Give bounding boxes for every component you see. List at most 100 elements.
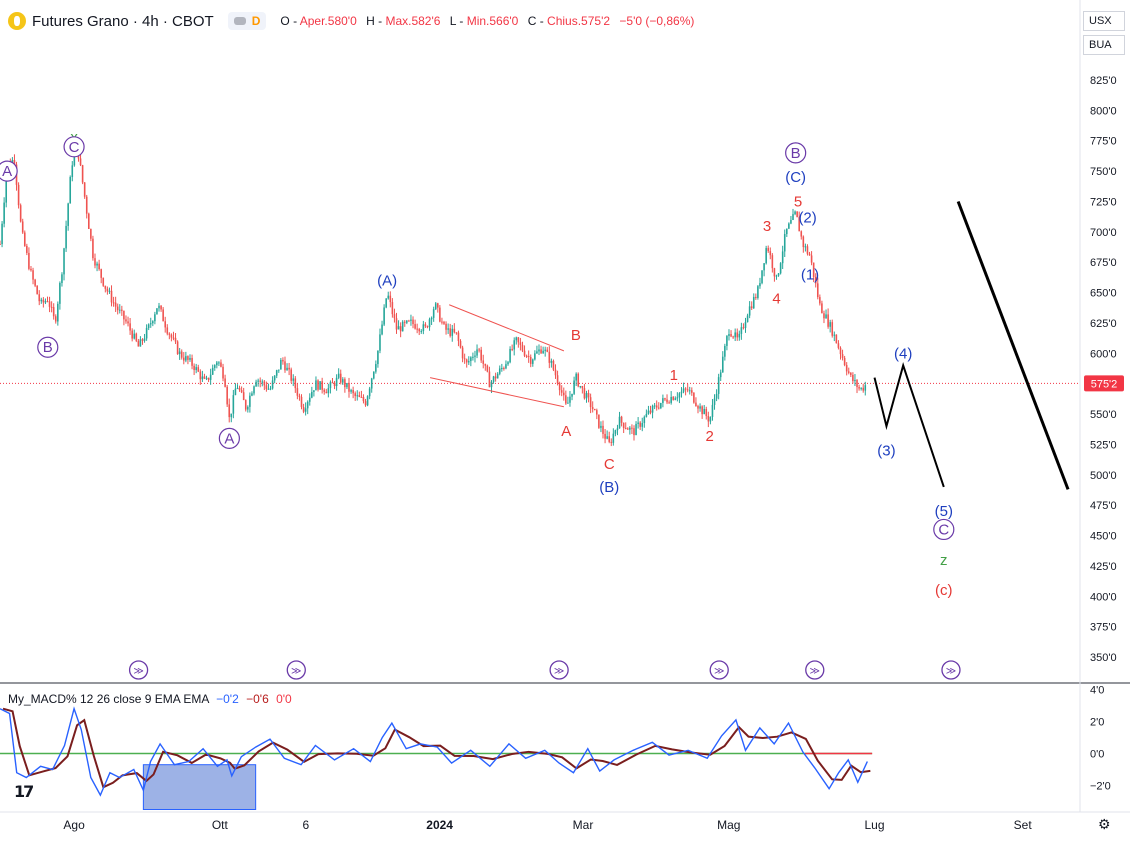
y-tick-label: 450'0: [1090, 531, 1117, 543]
x-tick-label: 6: [302, 818, 309, 832]
candle-body: [395, 318, 398, 330]
candle-body: [451, 328, 454, 336]
wave-label: B: [43, 339, 53, 356]
candle-body: [104, 285, 107, 289]
candle-body: [806, 246, 809, 254]
candle-body: [736, 332, 739, 338]
high-label: H -: [366, 14, 383, 28]
candle-body: [251, 393, 253, 396]
y-tick-label: 425'0: [1090, 561, 1117, 573]
candle-body: [65, 225, 67, 249]
candle-body: [428, 319, 431, 328]
candle-body: [372, 371, 375, 379]
candle-body: [752, 296, 755, 309]
data-status-pill[interactable]: D: [227, 12, 267, 30]
x-tick-label: Mag: [717, 818, 740, 832]
candle-body: [110, 290, 113, 303]
candle-body: [562, 392, 565, 396]
candle-body: [352, 390, 354, 394]
candle-body: [540, 349, 542, 354]
candle-body: [509, 348, 511, 363]
event-marker-glyph: ≫: [291, 666, 301, 677]
candle-body: [482, 360, 485, 364]
candle-body: [348, 382, 350, 392]
tradingview-logo[interactable]: 17: [14, 782, 34, 801]
currency-button[interactable]: USX: [1083, 11, 1125, 31]
candle-body: [856, 380, 858, 388]
candle-body: [133, 333, 136, 339]
candle-body: [616, 428, 619, 431]
candle-body: [216, 362, 218, 366]
y-tick-label: 600'0: [1090, 348, 1117, 360]
candle-body: [315, 380, 317, 391]
candle-body: [750, 306, 753, 309]
candle-body: [585, 393, 588, 399]
candle-body: [69, 177, 72, 204]
candle-body: [860, 387, 862, 389]
candle-body: [829, 322, 831, 327]
candle-body: [401, 321, 404, 332]
candle-body: [253, 386, 255, 394]
candle-body: [127, 321, 129, 324]
candle-body: [651, 405, 654, 413]
candle-body: [73, 149, 76, 166]
candle-body: [476, 349, 478, 356]
candle-body: [757, 286, 759, 298]
candle-body: [308, 397, 311, 402]
candle-body: [804, 246, 807, 248]
candle-body: [864, 385, 867, 391]
candle-body: [403, 321, 406, 323]
candle-body: [434, 303, 437, 310]
candle-body: [812, 262, 815, 278]
candle-body: [147, 324, 150, 328]
candle-body: [633, 428, 635, 436]
candle-body: [112, 302, 115, 304]
candle-body: [232, 395, 235, 414]
candle-body: [486, 365, 489, 372]
wave-label: 5: [794, 193, 802, 210]
x-tick-label: Set: [1014, 818, 1033, 832]
candle-body: [746, 315, 749, 323]
symbol-title[interactable]: Futures Grano · 4h · CBOT: [32, 12, 214, 30]
candle-body: [123, 310, 125, 320]
settings-gear-icon[interactable]: ⚙: [1098, 816, 1111, 832]
candle-body: [141, 339, 144, 341]
wave-label: 4: [772, 291, 780, 308]
wave-label: A: [2, 163, 12, 180]
candle-body: [850, 372, 852, 375]
candle-body: [265, 385, 268, 390]
candle-body: [507, 362, 509, 365]
candle-body: [277, 369, 280, 371]
candle-body: [385, 298, 387, 308]
candle-body: [666, 399, 668, 403]
event-marker-icon: [286, 660, 306, 680]
candle-body: [732, 336, 734, 338]
candle-body: [837, 343, 840, 348]
signal-legend-value: −0'6: [246, 692, 269, 706]
event-marker-icon: [709, 660, 729, 680]
candle-body: [269, 388, 272, 390]
candle-body: [154, 314, 156, 322]
macd-legend[interactable]: My_MACD% 12 26 close 9 EMA EMA −0'2 −0'6…: [8, 692, 292, 706]
candle-body: [542, 350, 544, 354]
unit-button[interactable]: BUA: [1083, 35, 1125, 55]
candle-body: [346, 382, 348, 388]
candle-body: [490, 381, 493, 388]
y-tick-label: 350'0: [1090, 652, 1117, 664]
candle-body: [591, 407, 594, 409]
wave-label: (C): [785, 169, 806, 186]
wave-label: (2): [798, 209, 816, 226]
candle-body: [635, 423, 637, 436]
candle-body: [748, 306, 751, 316]
candle-body: [94, 258, 96, 266]
candle-body: [325, 391, 328, 394]
candle-body: [552, 360, 555, 370]
candle-body: [697, 406, 699, 409]
candle-body: [835, 334, 838, 344]
candle-body: [794, 211, 796, 215]
candle-body: [224, 378, 226, 387]
candle-body: [83, 182, 86, 197]
event-marker-icon: [128, 660, 149, 680]
candle-body: [786, 228, 788, 235]
